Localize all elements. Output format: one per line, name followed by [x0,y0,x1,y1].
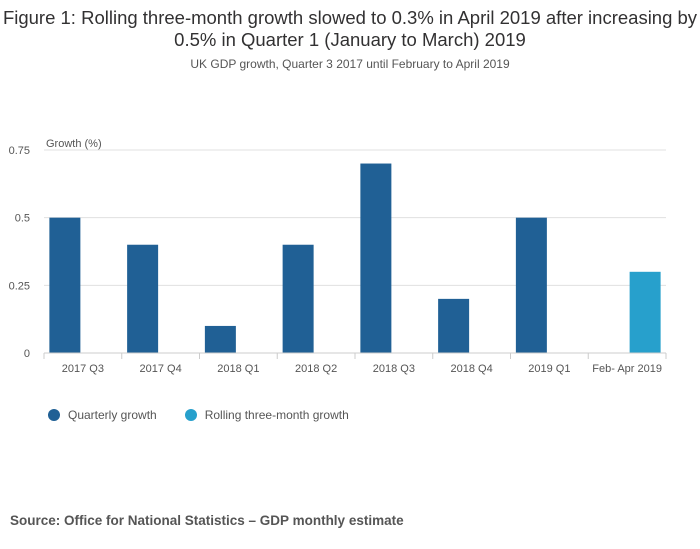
chart-title: Figure 1: Rolling three-month growth slo… [2,7,698,50]
bar-quarterly [438,298,470,353]
x-tick-label: 2019 Q1 [528,363,570,375]
chart-subtitle: UK GDP growth, Quarter 3 2017 until Febr… [190,57,510,71]
y-axis-label: Growth (%) [46,138,102,150]
x-tick-label: Feb- Apr 2019 [592,363,662,375]
bar-quarterly [515,217,547,353]
y-tick-label: 0.5 [15,213,30,225]
x-tick-label: 2017 Q3 [62,363,104,375]
bar-quarterly [360,163,392,353]
bar-quarterly [204,325,236,353]
x-tick-label: 2018 Q1 [217,363,259,375]
bar-quarterly [282,244,314,353]
legend-swatch-rolling [184,409,197,421]
bar-quarterly [49,217,81,353]
x-tick-label: 2018 Q2 [295,363,337,375]
x-tick-label: 2018 Q4 [451,363,493,375]
legend-label-rolling: Rolling three-month growth [204,408,349,422]
bar-rolling [629,271,661,353]
x-tick-label: 2018 Q3 [373,363,415,375]
bar-quarterly [127,244,159,353]
legend-label-quarterly: Quarterly growth [68,408,157,422]
chart-legend: Quarterly growth Rolling three-month gro… [48,408,349,422]
x-tick-label: 2017 Q4 [140,363,182,375]
legend-item-quarterly[interactable]: Quarterly growth [48,408,157,422]
y-tick-label: 0 [24,348,30,360]
legend-item-rolling[interactable]: Rolling three-month growth [184,408,349,422]
y-tick-label: 0.75 [9,145,30,157]
source-note: Source: Office for National Statistics –… [10,513,404,528]
legend-swatch-quarterly [48,409,60,421]
y-tick-label: 0.25 [9,280,30,292]
